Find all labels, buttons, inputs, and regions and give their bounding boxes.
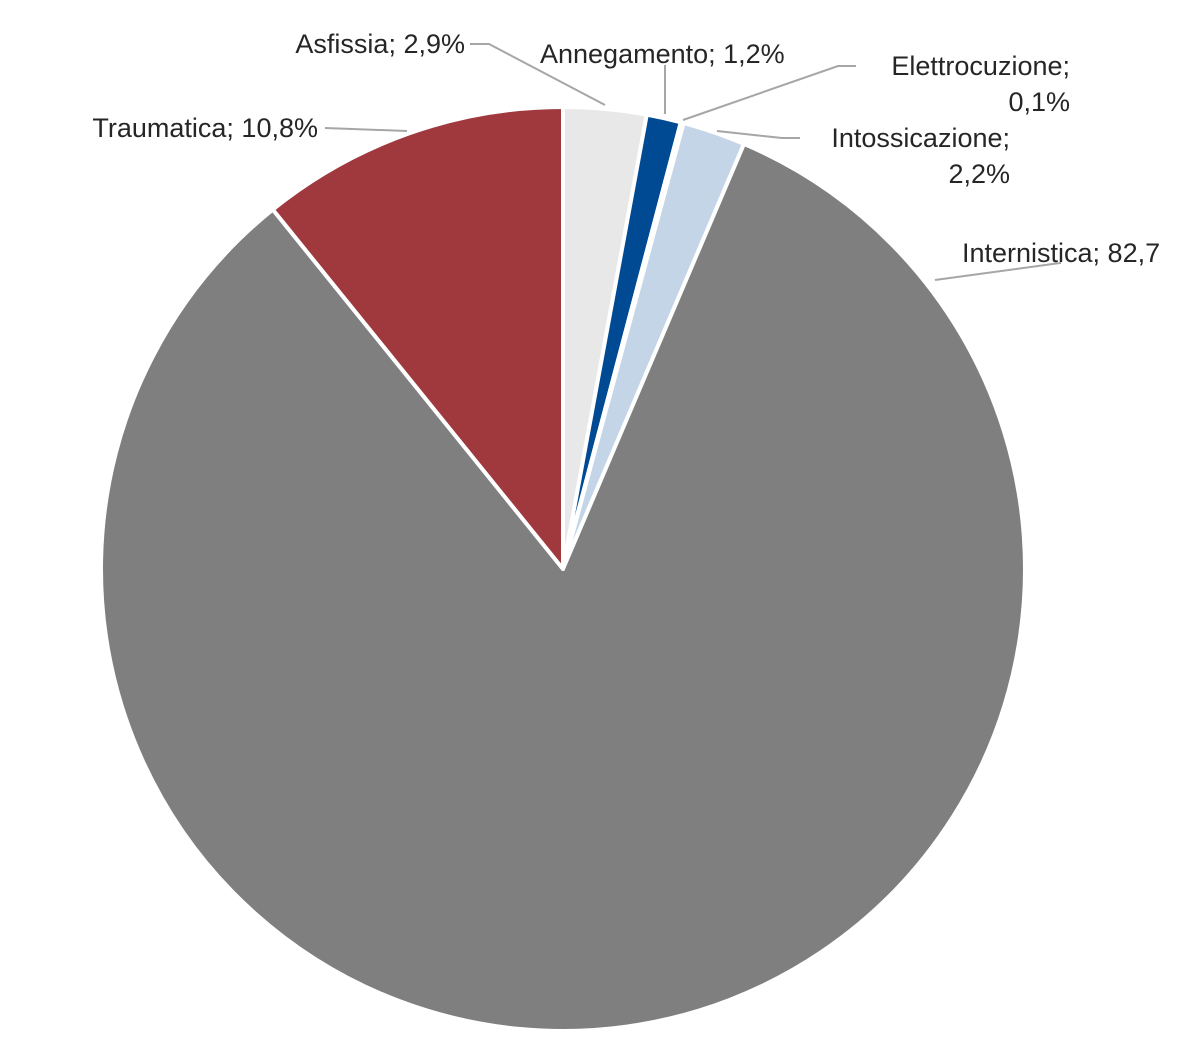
data-label-traumatica: Traumatica; 10,8% (92, 113, 318, 143)
slices-layer (99, 105, 1027, 1033)
data-label-line: Intossicazione; (831, 123, 1010, 153)
leader-line-asfissia (470, 43, 606, 106)
data-label-line: Elettrocuzione; (891, 51, 1070, 81)
leader-line-traumatica (324, 127, 408, 132)
leader-line-elettrocuzione (682, 65, 856, 121)
data-label-internistica: Internistica; 82,7 (962, 238, 1160, 268)
leader-lines-layer (324, 43, 1061, 281)
data-label-line: Internistica; 82,7 (962, 238, 1160, 268)
data-labels-layer: Asfissia; 2,9% Annegamento; 1,2% Elettrocu… (92, 29, 1160, 268)
data-label-intossicazione: Intossicazione; 2,2% (831, 123, 1010, 189)
pie-slice-internistica (99, 141, 1027, 1033)
leader-line-intossicazione (716, 130, 800, 139)
data-label-line: Annegamento; 1,2% (540, 39, 785, 69)
data-label-elettrocuzione: Elettrocuzione; 0,1% (891, 51, 1070, 117)
data-label-line: Asfissia; 2,9% (295, 29, 465, 59)
data-label-line: Traumatica; 10,8% (92, 113, 318, 143)
data-label-line: 2,2% (948, 159, 1010, 189)
data-label-annegamento: Annegamento; 1,2% (540, 39, 785, 69)
pie-slice-traumatica (270, 105, 565, 571)
data-label-asfissia: Asfissia; 2,9% (295, 29, 465, 59)
data-label-line: 0,1% (1008, 87, 1070, 117)
leader-line-internistica (934, 262, 1061, 281)
